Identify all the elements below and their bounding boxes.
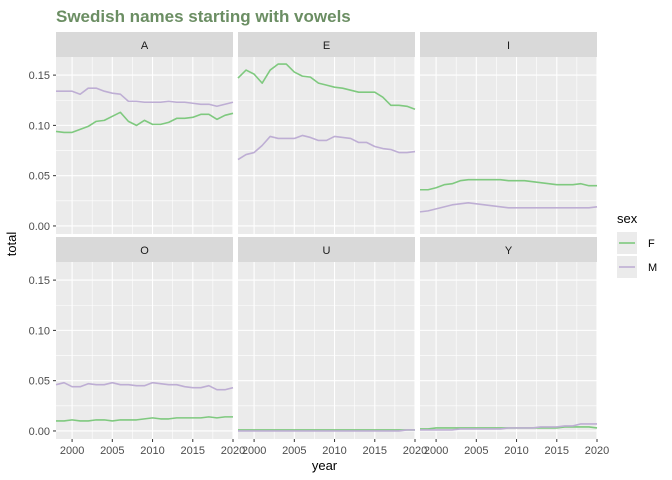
x-tick-label: 2020 <box>221 445 245 457</box>
y-tick-label: 0.05 <box>29 171 50 183</box>
facet-strip-label: I <box>507 40 510 52</box>
x-tick-label: 2005 <box>464 445 488 457</box>
legend-title: sex <box>617 211 638 226</box>
panel-a: A 0.00 0.05 0.10 0.15 <box>29 32 234 234</box>
series-line-m <box>420 423 597 431</box>
series-line-f <box>420 178 597 191</box>
x-tick-label: 2015 <box>545 445 569 457</box>
series-line-m <box>419 202 598 213</box>
y-tick-label: 0.15 <box>29 70 50 82</box>
facet-strip <box>420 32 597 57</box>
panel-background <box>420 262 597 439</box>
facet-strip <box>238 237 415 262</box>
x-tick-label: 2000 <box>242 445 266 457</box>
x-axis-title: year <box>312 458 338 473</box>
y-tick-label: 0.00 <box>29 426 50 438</box>
panel-y: Y 2000 2005 2010 2015 2020 <box>420 237 609 457</box>
panel-o: O 0.00 0.05 0.10 0.15 2000 2005 2010 2015 2020 <box>29 237 245 457</box>
series-line-m <box>238 429 415 432</box>
panel-background <box>56 262 233 439</box>
x-tick-label: 2005 <box>100 445 124 457</box>
x-tick-label: 2020 <box>585 445 609 457</box>
facet-strip <box>420 237 597 262</box>
y-tick-label: 0.10 <box>29 120 50 132</box>
facet-strip <box>56 237 233 262</box>
facet-strip-label: A <box>141 40 149 52</box>
panel-e: E <box>237 32 416 234</box>
y-tick-label: 0.05 <box>29 376 50 388</box>
facet-strip-label: O <box>140 245 149 257</box>
series-line-m <box>55 381 234 391</box>
y-tick-label: 0.10 <box>29 325 50 337</box>
panel-background <box>420 57 597 234</box>
panel-background <box>56 57 233 234</box>
y-tick-label: 0.00 <box>29 221 50 233</box>
chart-title: Swedish names starting with vowels <box>56 7 351 26</box>
x-tick-label: 2000 <box>60 445 84 457</box>
x-tick-label: 2010 <box>140 445 164 457</box>
legend-label-f: F <box>648 238 655 250</box>
series-line-f <box>55 111 234 134</box>
y-tick-label: 0.15 <box>29 275 50 287</box>
facet-strip-label: Y <box>505 245 513 257</box>
panel-background <box>238 57 415 234</box>
x-tick-label: 2020 <box>403 445 427 457</box>
series-line-f <box>56 416 233 422</box>
panel-u: U 2000 2005 2010 2015 2020 <box>238 237 427 457</box>
panel-i: I <box>419 32 598 234</box>
y-axis-title: total <box>4 232 19 257</box>
facet-strip-label: E <box>323 40 330 52</box>
x-tick-label: 2005 <box>282 445 306 457</box>
facet-strip-label: U <box>323 245 331 257</box>
facet-strip <box>238 32 415 57</box>
series-line-m <box>237 134 416 161</box>
legend-label-m: M <box>648 262 657 274</box>
panel-background <box>238 262 415 439</box>
x-tick-label: 2000 <box>424 445 448 457</box>
series-line-f <box>237 63 416 111</box>
x-tick-label: 2010 <box>504 445 528 457</box>
facet-strip <box>56 32 233 57</box>
x-tick-label: 2010 <box>322 445 346 457</box>
series-line-m <box>56 87 234 108</box>
x-tick-label: 2015 <box>363 445 387 457</box>
legend: sex FM <box>617 211 657 278</box>
x-tick-label: 2015 <box>181 445 205 457</box>
facet-panels: A 0.00 0.05 0.10 0.15 E I O 0.00 0.05 0.10 0.15 2000… <box>29 32 609 457</box>
